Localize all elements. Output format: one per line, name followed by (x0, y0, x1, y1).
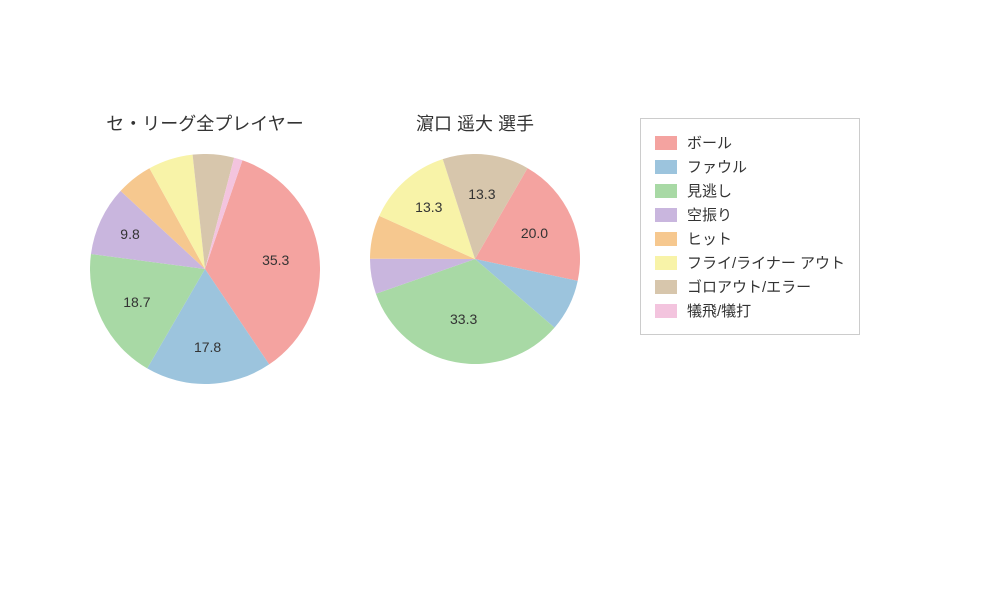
legend-swatch-flyout (655, 256, 677, 270)
legend-label-swing: 空振り (687, 204, 732, 225)
legend-item-flyout: フライ/ライナー アウト (655, 252, 845, 273)
legend-label-flyout: フライ/ライナー アウト (687, 252, 845, 273)
legend-swatch-swing (655, 208, 677, 222)
legend-item-miss: 見逃し (655, 180, 845, 201)
legend-swatch-sac (655, 304, 677, 318)
legend-item-groundout: ゴロアウト/エラー (655, 276, 845, 297)
legend-swatch-miss (655, 184, 677, 198)
legend-swatch-hit (655, 232, 677, 246)
pie-svg-player (370, 154, 580, 364)
legend-item-swing: 空振り (655, 204, 845, 225)
legend-item-foul: ファウル (655, 156, 845, 177)
legend-item-ball: ボール (655, 132, 845, 153)
legend-swatch-groundout (655, 280, 677, 294)
legend-item-sac: 犠飛/犠打 (655, 300, 845, 321)
pie-wrap-player: 20.033.313.313.3 (370, 154, 580, 364)
pie-title-player: 濵口 遥大 選手 (370, 110, 580, 136)
chart-canvas: セ・リーグ全プレイヤー 35.317.818.79.8 濵口 遥大 選手 20.033… (0, 0, 1000, 600)
legend-label-ball: ボール (687, 132, 732, 153)
legend-label-miss: 見逃し (687, 180, 732, 201)
legend: ボールファウル見逃し空振りヒットフライ/ライナー アウトゴロアウト/エラー犠飛/… (640, 118, 860, 335)
legend-label-foul: ファウル (687, 156, 747, 177)
pie-chart-player: 濵口 遥大 選手 20.033.313.313.3 (370, 110, 580, 364)
legend-label-sac: 犠飛/犠打 (687, 300, 751, 321)
legend-label-groundout: ゴロアウト/エラー (687, 276, 811, 297)
pie-title-league: セ・リーグ全プレイヤー (90, 110, 320, 136)
pie-wrap-league: 35.317.818.79.8 (90, 154, 320, 384)
legend-swatch-ball (655, 136, 677, 150)
pie-chart-league: セ・リーグ全プレイヤー 35.317.818.79.8 (90, 110, 320, 384)
legend-item-hit: ヒット (655, 228, 845, 249)
legend-label-hit: ヒット (687, 228, 732, 249)
legend-swatch-foul (655, 160, 677, 174)
pie-svg-league (90, 154, 320, 384)
